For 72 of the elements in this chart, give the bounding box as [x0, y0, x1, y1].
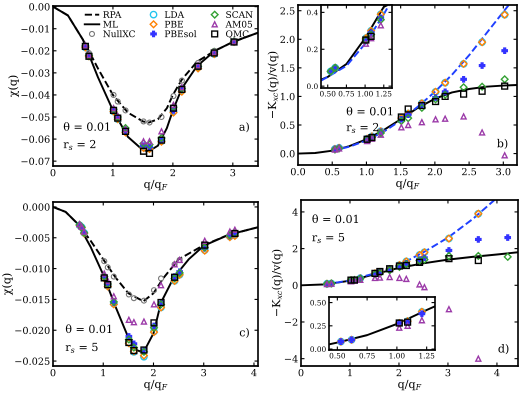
y-tick-label: −0.05	[21, 113, 50, 121]
annotation: d)	[498, 344, 508, 354]
x-axis-title: q/q$_{F}$	[398, 380, 422, 390]
y-tick-label: −0.005	[15, 234, 50, 242]
x-tick-label: 3.0	[496, 168, 510, 176]
y-axis-title: χ(q)	[2, 274, 13, 296]
y-tick-label: −0.015	[15, 296, 50, 304]
x-axis-title: q/q$_{F}$	[144, 180, 168, 190]
x-tick-label: 0	[50, 168, 56, 176]
y-tick-label: −2	[284, 318, 298, 326]
y-tick-label: −0.03	[21, 69, 50, 77]
annotation: θ = 0.01	[346, 106, 392, 116]
legend-label: LDA	[164, 11, 184, 18]
x-tick-label: 1	[111, 168, 115, 176]
x-tick-label: 3	[230, 168, 236, 176]
y-tick-label: −0.010	[15, 265, 50, 272]
annotation: b)	[497, 138, 508, 149]
y-tick-label: 0.00	[29, 3, 50, 10]
y-tick-label: −0.025	[15, 358, 50, 365]
y-axis-title: −K$_{xc}$(q)/v(q)	[272, 250, 282, 316]
x-tick-label: 4	[494, 368, 500, 376]
x-tick-label: 3	[201, 368, 206, 376]
y-tick-label: 2.5	[280, 7, 294, 15]
y-tick-label: 0.000	[23, 203, 50, 211]
y-tick-label: 0.5	[280, 121, 294, 129]
y-tick-label: −0.02	[21, 47, 50, 55]
y-tick-label: 0	[292, 282, 298, 290]
y-tick-label: 4	[292, 208, 298, 216]
annotation: θ = 0.01	[64, 122, 110, 131]
x-tick-label: 1.5	[394, 168, 408, 176]
y-tick-label: −4	[284, 355, 298, 362]
legend-label: RPA	[103, 11, 122, 18]
y-axis-title: −K$_{xc}$(q)/v(q)	[268, 52, 278, 118]
y-tick-label: 0.0	[280, 150, 295, 158]
x-tick-label: 4	[251, 368, 257, 376]
y-tick-label: −0.04	[21, 91, 50, 99]
annotation: θ = 0.01	[312, 214, 358, 224]
annotation: r$_{s}$ = 5	[66, 342, 98, 353]
y-tick-label: −0.07	[21, 158, 50, 165]
x-tick-label: 2.5	[462, 168, 476, 176]
legend-label: AM05	[225, 20, 252, 28]
legend-label: SCAN	[226, 11, 253, 18]
legend-label: PBEsol	[164, 30, 196, 38]
x-tick-label: 2.0	[428, 168, 442, 176]
annotation: a)	[239, 122, 249, 132]
annotation: r$_{s}$ = 2	[64, 140, 96, 150]
annotation: r$_{s}$ = 2	[346, 122, 378, 134]
x-tick-label: 2	[396, 368, 402, 376]
x-axis-title: q/q$_{F}$	[396, 178, 420, 190]
x-tick-label: 3	[446, 368, 450, 376]
y-tick-label: −0.020	[15, 326, 50, 334]
x-tick-label: 0	[298, 368, 304, 376]
x-tick-label: 0.5	[325, 168, 340, 176]
y-tick-label: −0.06	[21, 136, 50, 143]
x-tick-label: 2	[151, 368, 156, 376]
annotation: c)	[240, 328, 249, 338]
annotation: r$_{s}$ = 5	[312, 233, 344, 244]
x-tick-label: 1	[101, 368, 105, 376]
y-tick-label: −0.01	[21, 25, 49, 33]
legend-label: ML	[103, 20, 118, 28]
x-tick-label: 0	[50, 368, 56, 376]
x-tick-label: 1.0	[360, 168, 374, 176]
x-tick-label: 1	[348, 368, 352, 376]
x-axis-title: q/q$_{F}$	[144, 380, 168, 390]
legend-label: NullXC	[103, 30, 135, 38]
y-axis-title: χ(q)	[8, 76, 20, 98]
annotation: θ = 0.01	[66, 324, 112, 334]
y-tick-label: 2.0	[280, 36, 295, 44]
y-tick-label: 1.5	[280, 64, 294, 72]
x-tick-label: 2	[170, 168, 176, 176]
legend-label: PBE	[164, 20, 183, 28]
y-tick-label: 2	[292, 245, 298, 252]
